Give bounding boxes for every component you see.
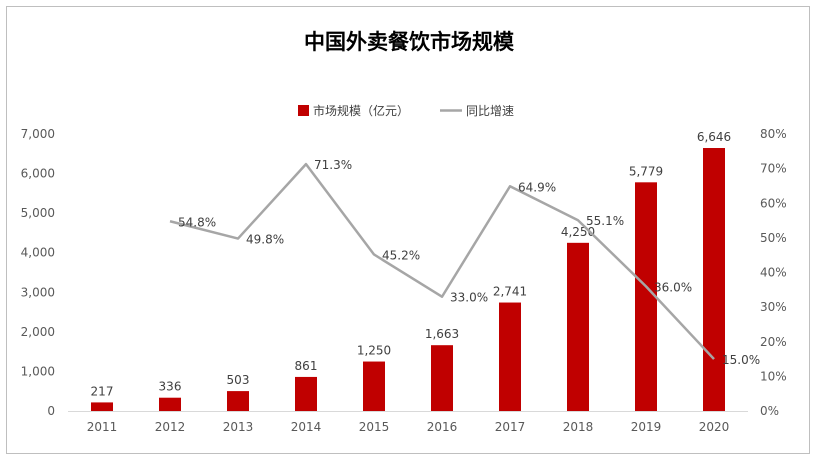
line-data-label: 54.8% — [178, 215, 216, 229]
bar — [227, 391, 249, 411]
y-left-tick-label: 6,000 — [21, 167, 55, 181]
bar-data-label: 861 — [295, 359, 318, 373]
y-right-tick-label: 60% — [760, 196, 787, 210]
line-data-label: 33.0% — [450, 291, 488, 305]
y-left-tick-label: 3,000 — [21, 285, 55, 299]
y-right-tick-label: 70% — [760, 162, 787, 176]
x-tick-label: 2019 — [631, 420, 662, 434]
bar-data-label: 217 — [91, 384, 114, 398]
line-data-label: 64.9% — [518, 180, 556, 194]
bar-data-label: 2,741 — [493, 285, 527, 299]
chart-title: 中国外卖餐饮市场规模 — [304, 30, 514, 54]
x-tick-label: 2018 — [563, 420, 594, 434]
y-left-tick-label: 7,000 — [21, 127, 55, 141]
x-tick-label: 2020 — [699, 420, 730, 434]
y-right-tick-label: 80% — [760, 127, 787, 141]
y-left-tick-label: 4,000 — [21, 246, 55, 260]
line-data-label: 15.0% — [722, 353, 760, 367]
y-left-tick-label: 2,000 — [21, 325, 55, 339]
bar-data-label: 6,646 — [697, 130, 731, 144]
chart-frame — [6, 6, 810, 454]
x-tick-label: 2014 — [291, 420, 322, 434]
bar — [431, 345, 453, 411]
x-tick-label: 2011 — [87, 420, 118, 434]
line-data-label: 49.8% — [246, 233, 284, 247]
growth-line — [169, 162, 715, 360]
bar — [91, 402, 113, 411]
bar — [499, 302, 521, 411]
y-right-tick-label: 40% — [760, 266, 787, 280]
line-data-label: 71.3% — [314, 158, 352, 172]
x-tick-label: 2012 — [155, 420, 186, 434]
bar — [703, 148, 725, 411]
line-data-label: 45.2% — [382, 248, 420, 262]
y-right-tick-label: 10% — [760, 369, 787, 383]
bar — [567, 242, 589, 411]
bar-data-label: 1,250 — [357, 344, 391, 358]
legend-line-label: 同比增速 — [466, 104, 514, 118]
y-left-tick-label: 0 — [47, 404, 55, 418]
y-right-tick-label: 0% — [760, 404, 779, 418]
bar — [363, 361, 385, 411]
y-right-tick-label: 20% — [760, 335, 787, 349]
y-right-tick-label: 30% — [760, 300, 787, 314]
bar-data-label: 1,663 — [425, 327, 459, 341]
x-tick-label: 2016 — [427, 420, 458, 434]
bar — [159, 397, 181, 411]
x-tick-label: 2017 — [495, 420, 526, 434]
line-data-label: 36.0% — [654, 280, 692, 294]
bar-data-label: 336 — [159, 380, 182, 394]
legend-bar-label: 市场规模（亿元） — [313, 103, 409, 118]
y-left-tick-label: 5,000 — [21, 206, 55, 220]
bar — [635, 182, 657, 411]
y-right-tick-label: 50% — [760, 231, 787, 245]
legend-bar-swatch — [298, 105, 309, 116]
y-left-tick-label: 1,000 — [21, 364, 55, 378]
bar-data-label: 5,779 — [629, 164, 663, 178]
bar — [295, 376, 317, 411]
x-tick-label: 2015 — [359, 420, 390, 434]
bar-data-label: 503 — [227, 373, 250, 387]
line-data-label: 55.1% — [586, 214, 624, 228]
x-tick-label: 2013 — [223, 420, 254, 434]
